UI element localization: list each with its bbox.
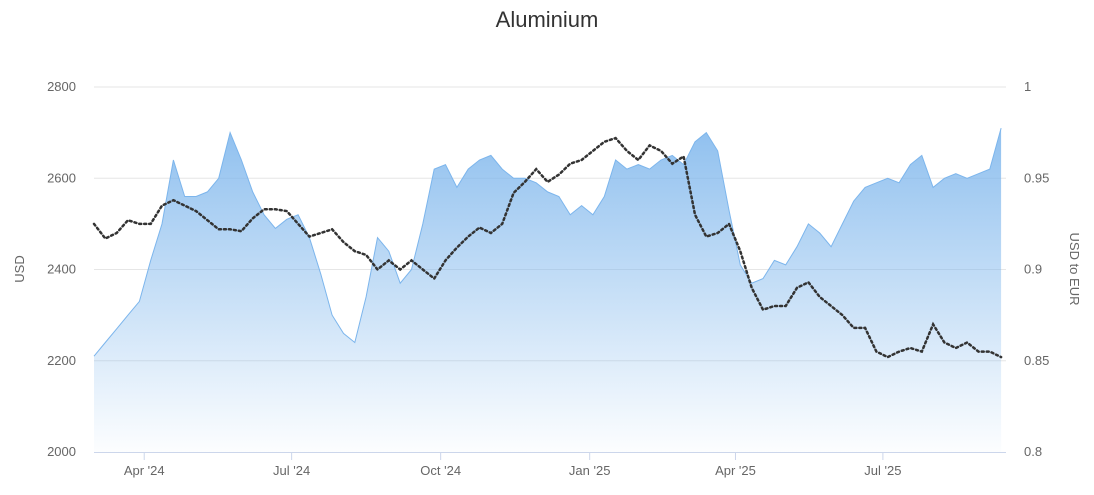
aluminium-price-line xyxy=(93,127,1002,357)
left-y-tick-label: 2400 xyxy=(47,262,76,277)
right-y-tick-label: 0.9 xyxy=(1024,262,1042,277)
left-y-tick-label: 2000 xyxy=(47,444,76,459)
left-y-tick-label: 2600 xyxy=(47,170,76,185)
left-axis-title: USD xyxy=(12,255,27,282)
x-tick-labels: Apr '24 Jul '24 Oct '24 Jan '25 Apr '25 Jul '… xyxy=(124,463,902,478)
series-line-layer xyxy=(92,136,1003,359)
right-y-tick-label: 1 xyxy=(1024,79,1031,94)
left-y-tick-label: 2200 xyxy=(47,353,76,368)
axes xyxy=(94,452,1006,460)
right-y-tick-label: 0.8 xyxy=(1024,444,1042,459)
x-tick-label: Apr '24 xyxy=(124,463,165,478)
left-y-tick-label: 2800 xyxy=(47,79,76,94)
usd-eur-rate-line xyxy=(92,136,1003,359)
right-y-tick-labels: 0.8 0.85 0.9 0.95 1 xyxy=(1024,79,1049,459)
right-y-tick-label: 0.85 xyxy=(1024,353,1049,368)
x-tick-label: Jul '24 xyxy=(273,463,310,478)
series-area-layer xyxy=(93,127,1002,452)
x-tick-label: Apr '25 xyxy=(715,463,756,478)
left-y-tick-labels: 2000 2200 2400 2600 2800 xyxy=(47,79,76,459)
x-tick-label: Jul '25 xyxy=(864,463,901,478)
aluminium-price-area xyxy=(94,128,1002,452)
x-tick-label: Jan '25 xyxy=(569,463,611,478)
right-y-tick-label: 0.95 xyxy=(1024,170,1049,185)
chart-title: Aluminium xyxy=(496,7,599,32)
right-axis-title: USD to EUR xyxy=(1067,233,1082,306)
x-tick-label: Oct '24 xyxy=(420,463,461,478)
